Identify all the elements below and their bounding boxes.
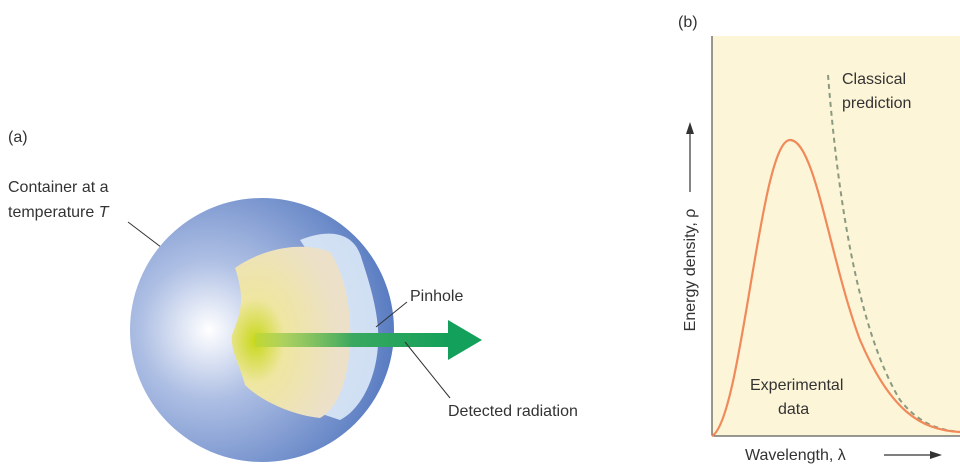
arrowhead — [448, 320, 482, 360]
experimental-label: data — [778, 401, 809, 418]
arrowhead — [930, 451, 942, 459]
classical-label: Classical — [842, 71, 906, 88]
panel-label: (a) — [8, 129, 28, 146]
classical-label: prediction — [842, 95, 911, 112]
radiation-beam — [255, 333, 450, 347]
arrowhead — [686, 122, 694, 134]
container-label: temperature T — [8, 204, 110, 221]
experimental-curve — [711, 138, 960, 437]
experimental-label: Experimental — [750, 377, 843, 394]
container-label: Container at a — [8, 179, 109, 196]
panel-label: (b) — [678, 14, 698, 31]
container-label-text: temperature — [8, 204, 94, 221]
radiation-label: Detected radiation — [448, 403, 578, 420]
pinhole-label: Pinhole — [410, 288, 463, 305]
x-axis-label: Wavelength, λ — [745, 447, 846, 464]
cavity — [231, 246, 351, 418]
symbol: T — [99, 204, 110, 221]
plot-area — [712, 36, 960, 436]
classical-curve — [827, 74, 960, 433]
leader — [404, 341, 451, 399]
y-axis-label: Energy density, ρ — [682, 209, 699, 332]
leader — [375, 301, 408, 328]
